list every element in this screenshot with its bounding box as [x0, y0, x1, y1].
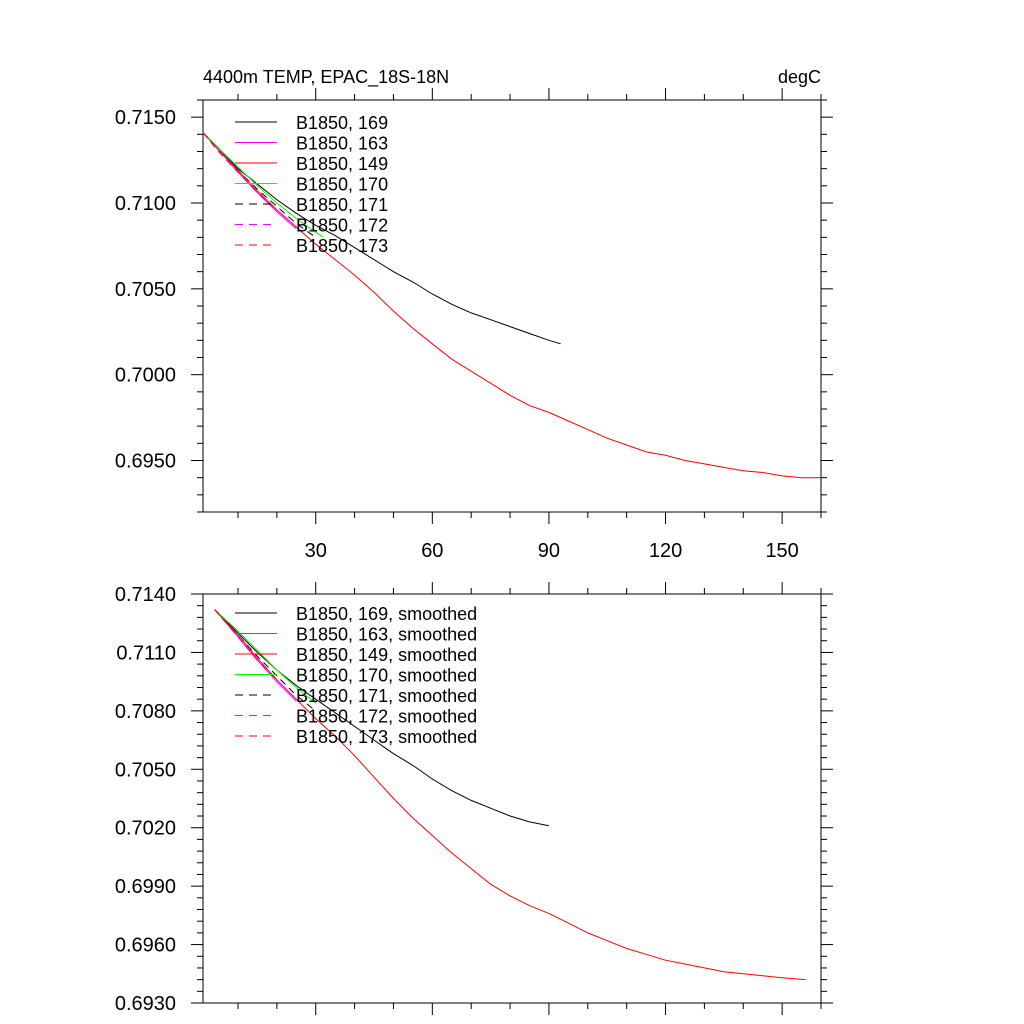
legend-entry: B1850, 149, smoothed [296, 645, 477, 665]
x-tick-label: 60 [421, 540, 443, 562]
legend-entry: B1850, 170, smoothed [296, 666, 477, 686]
x-tick-label: 90 [538, 540, 560, 562]
y-tick-label: 0.7080 [115, 701, 176, 723]
y-tick-label: 0.6990 [115, 876, 176, 898]
y-tick-label: 0.7050 [115, 759, 176, 781]
series-line [214, 609, 806, 981]
y-tick-label: 0.7140 [115, 584, 176, 606]
bottom-panel: 0.6930 0.6960 0.6990 0.7020 0.7050 0.7080 0.71… [115, 582, 833, 1015]
y-tick-label: 0.7020 [115, 818, 176, 840]
series-line [202, 132, 297, 228]
legend-entry: B1850, 169, smoothed [296, 604, 477, 624]
top-panel: 4400m TEMP, EPAC_18S-18N degC 30 60 90 120 1… [115, 67, 833, 562]
legend-entry: B1850, 171, smoothed [296, 686, 477, 706]
series-line [214, 609, 297, 700]
series-line [202, 132, 324, 238]
series-line [202, 132, 278, 211]
y-tick-label: 0.6930 [115, 993, 176, 1015]
series-line [202, 132, 316, 238]
x-tick-label: 120 [649, 540, 682, 562]
y-tick-label: 0.7110 [116, 642, 176, 664]
legend-entry: B1850, 163 [296, 134, 388, 154]
legend-entry: B1850, 172 [296, 216, 388, 236]
chart-title: 4400m TEMP, EPAC_18S-18N [203, 67, 449, 88]
legend-entry: B1850, 149 [296, 154, 388, 174]
y-tick-label: 0.6950 [115, 451, 176, 473]
y-tick-label: 0.7100 [115, 193, 176, 215]
legend-entry: B1850, 173, smoothed [296, 727, 477, 747]
series-line [214, 609, 317, 704]
legend-entry: B1850, 171 [296, 195, 388, 215]
series-line [214, 609, 278, 681]
y-tick-label: 0.7000 [115, 365, 176, 387]
chart-units: degC [778, 67, 821, 87]
y-tick-label: 0.6960 [115, 935, 176, 957]
y-tick-label: 0.7150 [115, 107, 176, 129]
series-line [202, 132, 561, 345]
y-tick-label: 0.7050 [115, 279, 176, 301]
x-tick-label: 30 [305, 540, 327, 562]
plot-frame [202, 593, 822, 1004]
legend-entry: B1850, 170 [296, 175, 388, 195]
legend-entry: B1850, 173 [296, 236, 388, 256]
series-line [202, 132, 821, 479]
legend-entry: B1850, 169 [296, 113, 388, 133]
legend-entry: B1850, 172, smoothed [296, 707, 477, 727]
legend-entry: B1850, 163, smoothed [296, 625, 477, 645]
x-tick-label: 150 [765, 540, 798, 562]
